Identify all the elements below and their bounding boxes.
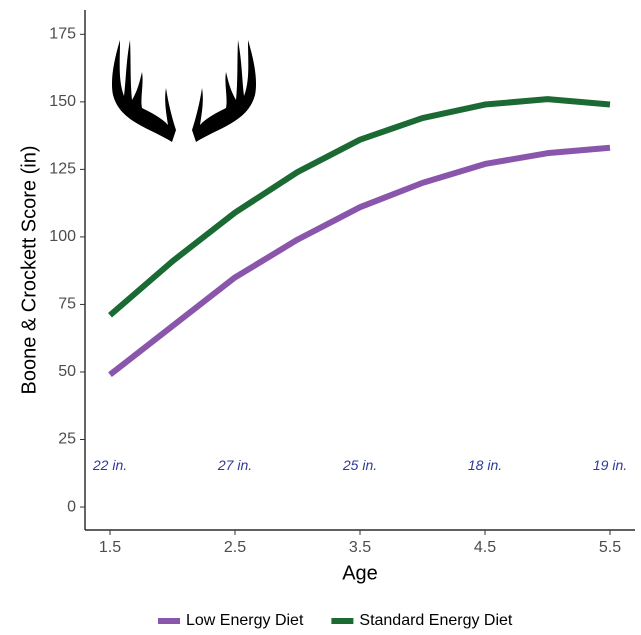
annotation: 19 in. <box>593 457 627 473</box>
antler-icon <box>112 40 256 142</box>
chart: Age Boone & Crockett Score (in) 0 25 50 75 1… <box>0 0 641 635</box>
y-tick-label: 50 <box>58 363 76 380</box>
legend-label: Low Energy Diet <box>186 612 304 629</box>
x-tick-label: 2.5 <box>224 539 246 556</box>
x-tick-label: 1.5 <box>99 539 121 556</box>
legend-label: Standard Energy Diet <box>359 612 513 629</box>
x-tick-label: 4.5 <box>474 539 496 556</box>
y-tick-label: 0 <box>67 498 76 515</box>
x-axis-label: Age <box>342 562 378 584</box>
y-tick-label: 75 <box>58 296 76 313</box>
annotation: 18 in. <box>468 457 502 473</box>
y-axis-label: Boone & Crockett Score (in) <box>18 146 40 395</box>
y-tick-label: 100 <box>49 228 76 245</box>
annotation: 22 in. <box>92 457 127 473</box>
y-tick-label: 175 <box>49 26 76 43</box>
x-tick-label: 3.5 <box>349 539 371 556</box>
y-tick-label: 150 <box>49 93 76 110</box>
y-tick-label: 25 <box>58 431 76 448</box>
series-line <box>110 148 610 375</box>
annotation: 27 in. <box>217 457 252 473</box>
y-tick-label: 125 <box>49 161 76 178</box>
annotation: 25 in. <box>342 457 377 473</box>
x-tick-label: 5.5 <box>599 539 621 556</box>
